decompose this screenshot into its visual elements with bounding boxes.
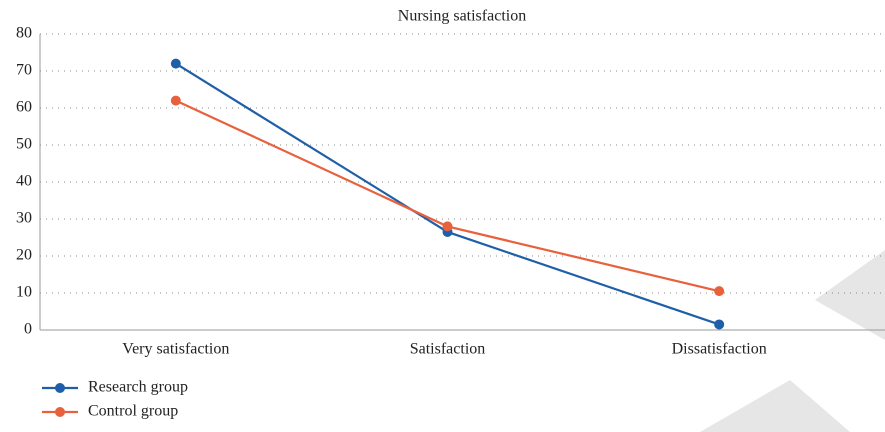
data-point <box>714 286 725 297</box>
data-point <box>170 58 181 69</box>
x-tick-label: Very satisfaction <box>122 341 229 358</box>
y-tick-label: 30 <box>16 210 32 227</box>
y-tick-label: 20 <box>16 247 32 264</box>
y-tick-label: 70 <box>16 62 32 79</box>
data-point <box>442 221 453 232</box>
y-tick-label: 0 <box>24 321 32 338</box>
y-tick-label: 40 <box>16 173 32 190</box>
data-point <box>170 95 181 106</box>
decoration <box>700 380 850 432</box>
x-tick-label: Dissatisfaction <box>672 341 767 358</box>
legend-marker <box>55 407 65 417</box>
y-tick-label: 60 <box>16 99 32 116</box>
x-tick-label: Satisfaction <box>410 341 486 358</box>
series-line <box>175 99 720 293</box>
y-tick-label: 10 <box>16 284 32 301</box>
legend-label: Control group <box>88 403 178 420</box>
legend-marker <box>55 383 65 393</box>
series-line <box>175 62 720 326</box>
data-point <box>714 319 725 330</box>
y-tick-label: 50 <box>16 136 32 153</box>
chart-title: Nursing satisfaction <box>398 8 526 25</box>
legend-label: Research group <box>88 379 188 396</box>
y-tick-label: 80 <box>16 25 32 42</box>
decoration <box>815 250 885 340</box>
